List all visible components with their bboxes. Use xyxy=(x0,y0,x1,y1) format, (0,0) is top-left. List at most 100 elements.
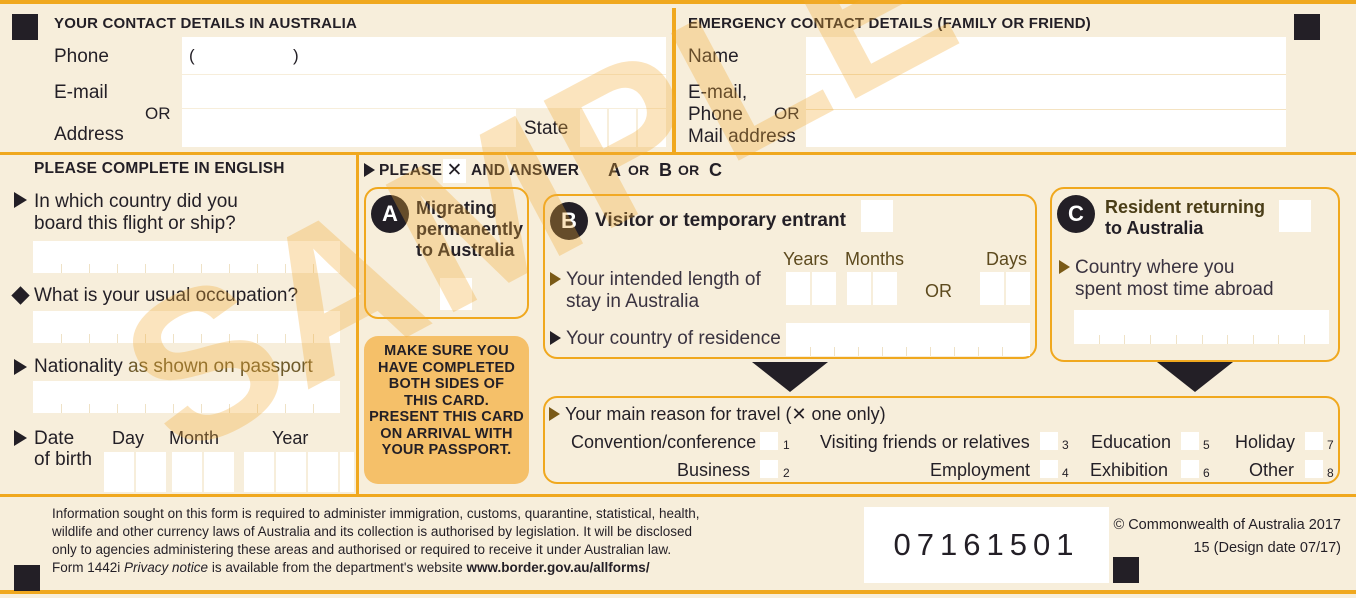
days-label: Days xyxy=(986,249,1028,269)
horizontal-divider-bottom xyxy=(0,494,1356,497)
bullet-triangle-country xyxy=(14,192,27,208)
notice-line-3: BOTH SIDES OF xyxy=(388,376,505,392)
reason-label-4: Employment xyxy=(930,460,1031,480)
years-label: Years xyxy=(783,249,829,269)
vertical-divider-mid xyxy=(356,155,359,494)
dob-year-box-1[interactable] xyxy=(244,452,274,492)
reason-label-8: Other xyxy=(1249,460,1295,480)
please-label: PLEASE xyxy=(379,162,443,179)
dob-day-box-2[interactable] xyxy=(136,452,166,492)
reason-for-travel-box xyxy=(543,396,1340,484)
option-a-box[interactable] xyxy=(364,187,529,319)
reason-checkbox-1[interactable] xyxy=(760,432,778,450)
reason-checkbox-5[interactable] xyxy=(1181,432,1199,450)
phone-paren-open: ( xyxy=(189,46,195,65)
address-input[interactable] xyxy=(182,109,516,147)
option-c-letter: C xyxy=(1068,201,1084,226)
q-stay-line2: stay in Australia xyxy=(566,291,700,312)
option-c-down-chevron xyxy=(1157,362,1233,392)
q-abroad-line2: spent most time abroad xyxy=(1075,279,1274,300)
serial-number: 07161501 xyxy=(864,507,1109,583)
choice-c-ref: C xyxy=(709,160,723,180)
legal-website-url[interactable]: www.border.gov.au/allforms/ xyxy=(466,560,650,575)
phone-paren-close: ) xyxy=(293,46,299,65)
reason-checkbox-6[interactable] xyxy=(1181,460,1199,478)
state-box-1[interactable] xyxy=(580,109,607,147)
q-residence: Your country of residence xyxy=(566,328,781,349)
dob-year-box-3[interactable] xyxy=(308,452,338,492)
occupation-input[interactable] xyxy=(33,311,340,343)
reason-label-3: Visiting friends or relatives xyxy=(820,432,1030,452)
reason-checkbox-7[interactable] xyxy=(1305,432,1323,450)
option-a-title-line2: permanently xyxy=(416,219,524,239)
reason-checkbox-4[interactable] xyxy=(1040,460,1058,478)
emergency-rule-2 xyxy=(806,109,1286,110)
state-box-3[interactable] xyxy=(638,109,666,147)
stay-days-box-1[interactable] xyxy=(980,272,1004,305)
option-b-title: Visitor or temporary entrant xyxy=(595,210,846,231)
emergency-or-label: OR xyxy=(774,104,800,123)
nationality-input[interactable] xyxy=(33,381,340,413)
option-b-badge: B xyxy=(550,202,588,240)
reason-checkbox-2[interactable] xyxy=(760,460,778,478)
board-country-input[interactable] xyxy=(33,241,340,273)
choice-b-ref: B xyxy=(659,160,673,180)
reason-checkbox-8[interactable] xyxy=(1305,460,1323,478)
q-occupation: What is your usual occupation? xyxy=(34,285,299,306)
emergency-details-input[interactable] xyxy=(806,37,1286,147)
residence-country-input[interactable] xyxy=(786,323,1030,356)
reason-checkbox-3[interactable] xyxy=(1040,432,1058,450)
notice-line-1: MAKE SURE YOU xyxy=(384,343,509,359)
state-label-bg xyxy=(516,109,579,147)
phone-input[interactable] xyxy=(182,37,666,74)
bullet-triangle-reason xyxy=(549,407,560,421)
q-board-country-line1: In which country did you xyxy=(34,191,238,212)
stay-days-box-2[interactable] xyxy=(1006,272,1030,305)
reason-label-2: Business xyxy=(677,460,751,480)
choice-or-2: OR xyxy=(678,162,700,178)
stay-months-box-1[interactable] xyxy=(847,272,871,305)
notice-line-5: PRESENT THIS CARD xyxy=(369,409,524,425)
option-c-checkbox[interactable] xyxy=(1279,200,1311,232)
complete-in-english-heading: PLEASE COMPLETE IN ENGLISH xyxy=(34,160,285,177)
stay-years-box-1[interactable] xyxy=(786,272,810,305)
notice-line-7: YOUR PASSPORT. xyxy=(381,442,512,458)
reason-label-6: Exhibition xyxy=(1090,460,1169,480)
option-b-checkbox[interactable] xyxy=(861,200,893,232)
dob-month-box-1[interactable] xyxy=(172,452,202,492)
abroad-country-input[interactable] xyxy=(1074,310,1329,344)
dob-year-box-2[interactable] xyxy=(276,452,306,492)
option-b-box[interactable] xyxy=(543,194,1037,359)
reason-number-2: 2 xyxy=(783,466,790,480)
bullet-triangle-stay xyxy=(550,272,561,286)
emergency-name-label: Name xyxy=(688,46,739,67)
footer: Information sought on this form is requi… xyxy=(0,497,1356,598)
choice-or-1: OR xyxy=(628,162,650,178)
corner-marker-top-left xyxy=(12,14,38,40)
dob-day-box-1[interactable] xyxy=(104,452,134,492)
horizontal-divider-top xyxy=(0,152,1356,155)
option-a-checkbox[interactable] xyxy=(440,278,472,310)
vertical-divider xyxy=(672,8,676,152)
option-a-letter: A xyxy=(382,201,398,226)
state-box-2[interactable] xyxy=(609,109,636,147)
dob-label-line2: of birth xyxy=(34,449,93,470)
reason-heading: Your main reason for travel (✕ one only) xyxy=(565,404,886,424)
dob-month-box-2[interactable] xyxy=(204,452,234,492)
option-c-box[interactable] xyxy=(1050,187,1340,362)
bullet-triangle-nationality xyxy=(14,359,27,375)
stay-months-box-2[interactable] xyxy=(873,272,897,305)
stay-years-box-2[interactable] xyxy=(812,272,836,305)
legal-line-2: wildlife and other currency laws of Aust… xyxy=(52,524,693,539)
dob-year-box-4[interactable] xyxy=(340,452,354,492)
bullet-triangle-residence xyxy=(550,331,561,345)
legal-website-lead: is available from the department's websi… xyxy=(208,560,467,575)
option-a-title-line3: to Australia xyxy=(416,240,515,260)
bullet-triangle-abroad xyxy=(1059,260,1070,274)
reason-number-1: 1 xyxy=(783,438,790,452)
reason-number-8: 8 xyxy=(1327,466,1334,480)
notice-line-6: ON ARRIVAL WITH xyxy=(380,425,513,442)
email-input[interactable] xyxy=(182,75,666,108)
notice-line-4: THIS CARD. xyxy=(404,392,489,409)
